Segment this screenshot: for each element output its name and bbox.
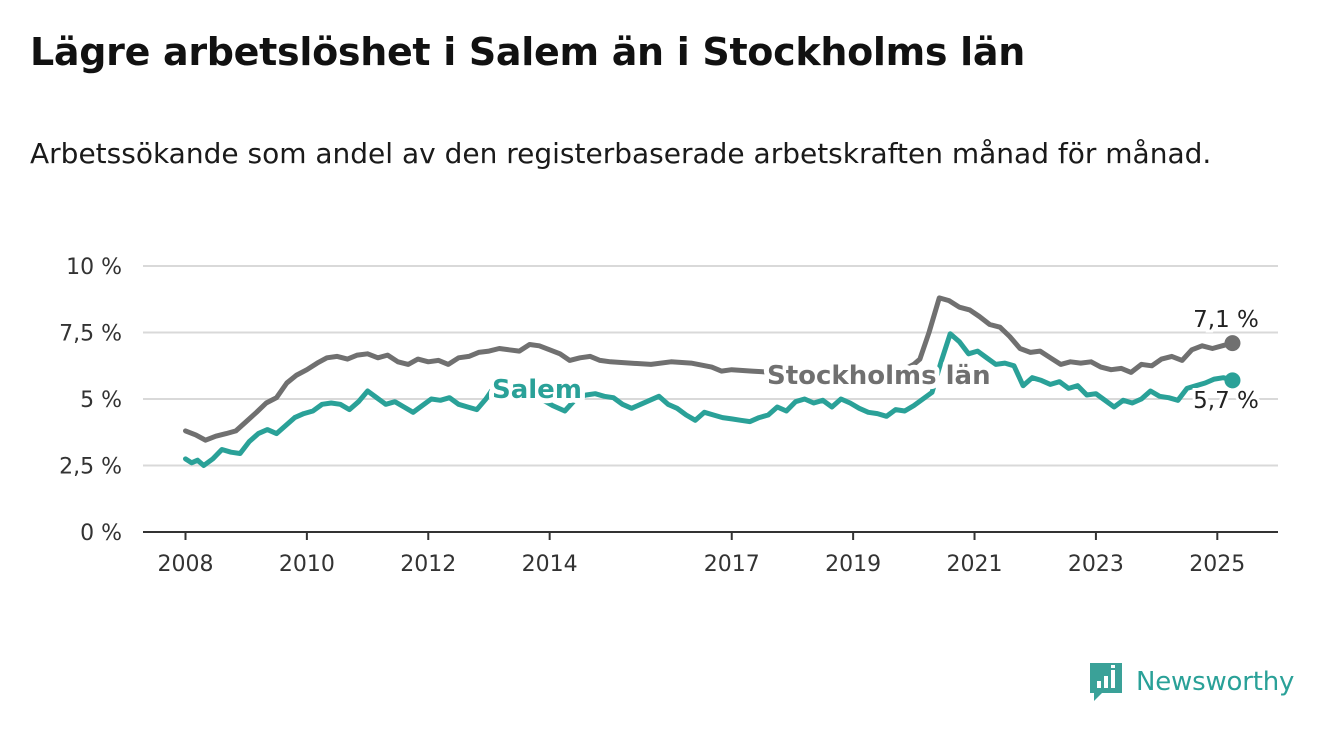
line-chart: 0 % 2,5 % 5 % 7,5 % 10 % 2008 2010 2012 2014 201…	[59, 255, 1278, 577]
x-tick-label: 2012	[400, 552, 456, 577]
x-tick-label: 2017	[704, 552, 760, 577]
y-tick-label: 10 %	[66, 255, 122, 280]
series-line-salem	[183, 331, 1235, 468]
brand-name: Newsworthy	[1136, 667, 1295, 697]
y-tick-label: 5 %	[80, 388, 122, 413]
newsworthy-logo: Newsworthy	[1088, 660, 1294, 704]
x-tick-label: 2010	[279, 552, 335, 577]
gridlines	[143, 265, 1278, 467]
series-label-salem: Salem	[492, 375, 582, 405]
series-end-marker-stockholm	[1224, 335, 1241, 352]
newsworthy-logo-icon	[1090, 663, 1122, 701]
series-end-marker-salem	[1224, 372, 1241, 389]
series-labels: Stockholms län Salem 7,1 % 5,7 %	[487, 304, 1262, 417]
y-tick-label: 0 %	[80, 521, 122, 546]
series-label-stockholm: Stockholms län	[767, 361, 991, 391]
series-line-stockholm	[183, 295, 1235, 443]
chart-subtitle: Arbetssökande som andel av den registerb…	[30, 137, 1212, 170]
x-axis: 2008 2010 2012 2014 2017 2019 2021 2023 2025	[143, 531, 1278, 577]
y-tick-label: 7,5 %	[59, 322, 122, 347]
chart-title: Lägre arbetslöshet i Salem än i Stockhol…	[30, 30, 1025, 74]
x-tick-label: 2008	[157, 552, 213, 577]
x-tick-label: 2025	[1189, 552, 1245, 577]
y-tick-label: 2,5 %	[59, 455, 122, 480]
x-tick-label: 2014	[522, 552, 578, 577]
end-label-stockholm: 7,1 %	[1193, 307, 1259, 333]
x-tick-label: 2023	[1068, 552, 1124, 577]
end-label-salem: 5,7 %	[1193, 388, 1259, 414]
x-tick-label: 2021	[947, 552, 1003, 577]
y-axis-tick-labels: 0 % 2,5 % 5 % 7,5 % 10 %	[59, 255, 122, 546]
x-tick-label: 2019	[825, 552, 881, 577]
series-lines	[183, 295, 1241, 468]
